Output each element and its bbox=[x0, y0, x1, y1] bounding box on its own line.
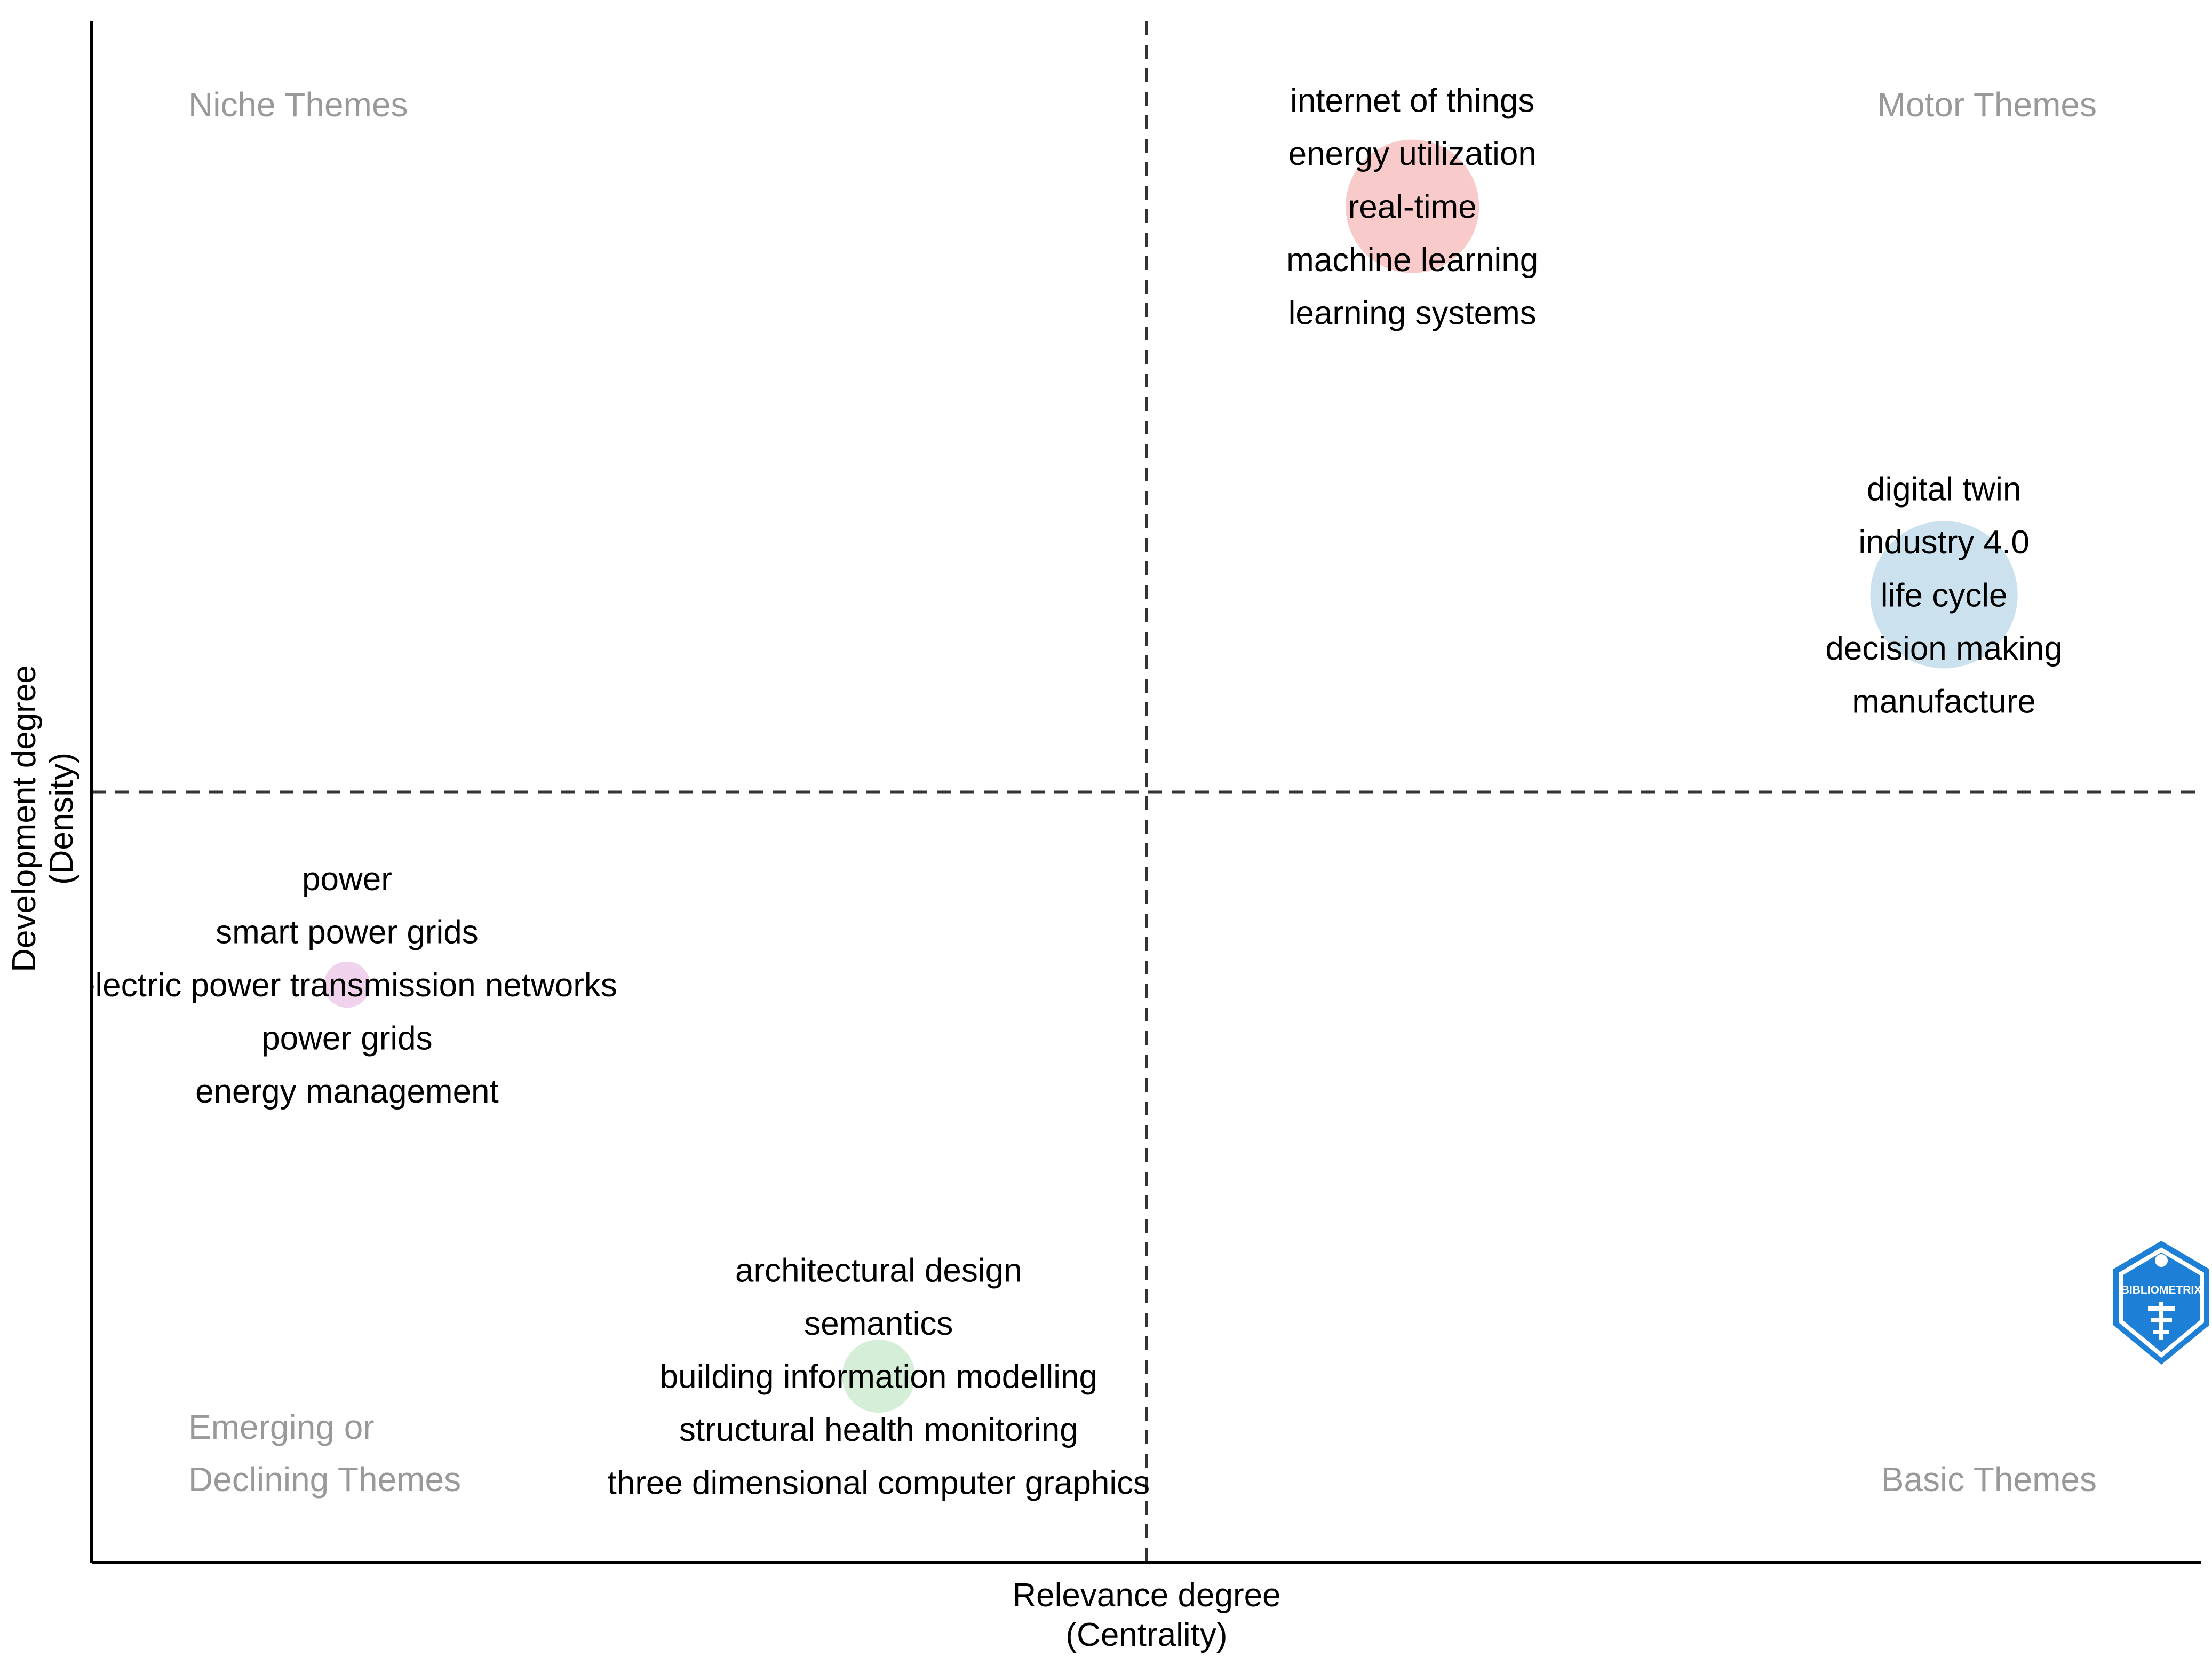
cluster-keyword-label: building information modelling bbox=[660, 1359, 1097, 1396]
cluster-bubble bbox=[842, 1340, 916, 1413]
cluster-bubble bbox=[1870, 521, 2018, 669]
cluster-keyword-label: power bbox=[302, 861, 392, 898]
cluster-keyword-label: electric power transmission networks bbox=[77, 967, 617, 1004]
logo-figure-icon bbox=[2148, 1254, 2175, 1340]
cluster-keyword-label: architectural design bbox=[735, 1253, 1022, 1289]
y-axis-title: Development degree bbox=[6, 665, 43, 972]
cluster-keyword-label: power grids bbox=[261, 1020, 432, 1057]
axes-layer bbox=[90, 21, 2201, 1564]
x-axis-title: Relevance degree bbox=[1012, 1577, 1280, 1614]
cluster-bubble bbox=[324, 961, 370, 1008]
keywords-layer: internet of things energy utilization real… bbox=[77, 83, 2063, 1502]
quadrant-label-emerging-declining: Declining Themes bbox=[188, 1460, 461, 1499]
bubbles-layer bbox=[324, 139, 2018, 1413]
cluster-keyword-label: three dimensional computer graphics bbox=[608, 1465, 1150, 1502]
logo-hexagon-inner bbox=[2119, 1247, 2204, 1358]
cluster-keyword-label: decision making bbox=[1825, 630, 2063, 667]
quadrant-label-motor: Motor Themes bbox=[1877, 85, 2097, 124]
cluster-keyword-label: semantics bbox=[804, 1305, 953, 1342]
cluster-keyword-label: energy management bbox=[195, 1073, 499, 1110]
quadrant-label-basic: Basic Themes bbox=[1881, 1460, 2097, 1499]
bibliometrix-logo: BIBLIOMETRIX bbox=[2113, 1241, 2209, 1365]
cluster-keyword-label: real-time bbox=[1348, 189, 1477, 226]
cluster-keyword-label: life cycle bbox=[1881, 577, 2008, 614]
cluster-keyword-label: structural health monitoring bbox=[679, 1412, 1078, 1448]
cluster-keyword-label: manufacture bbox=[1852, 683, 2036, 720]
cluster-keyword-label: internet of things bbox=[1290, 83, 1534, 120]
y-axis-title: (Density) bbox=[43, 752, 80, 885]
cluster-keyword-label: industry 4.0 bbox=[1858, 524, 2030, 561]
cluster-keyword-label: digital twin bbox=[1867, 471, 2021, 508]
quadrant-label-emerging-declining: Emerging or bbox=[188, 1408, 375, 1446]
axis-titles-layer: Relevance degree(Centrality) Development … bbox=[6, 665, 1281, 1653]
cluster-keyword-label: smart power grids bbox=[216, 914, 479, 951]
logo-text: BIBLIOMETRIX bbox=[2121, 1284, 2202, 1296]
cluster-keyword-label: machine learning bbox=[1286, 242, 1538, 279]
x-axis-title: (Centrality) bbox=[1065, 1617, 1227, 1653]
quadrant-labels-layer: Niche Themes Motor Themes Emerging or Decli… bbox=[188, 85, 2097, 1499]
cluster-keyword-label: learning systems bbox=[1288, 295, 1537, 332]
cluster-bubble bbox=[1346, 139, 1479, 273]
quadrant-label-niche: Niche Themes bbox=[188, 85, 408, 124]
guides-layer bbox=[92, 21, 2201, 1563]
cluster-keyword-label: energy utilization bbox=[1288, 136, 1537, 172]
